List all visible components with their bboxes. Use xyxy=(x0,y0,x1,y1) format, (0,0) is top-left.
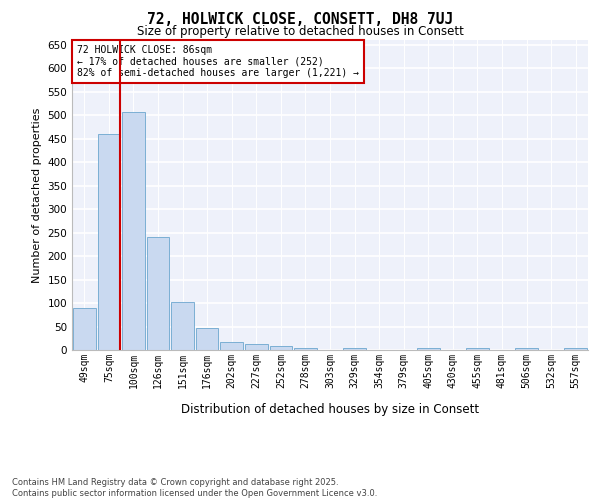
Bar xyxy=(73,308,95,350)
Bar xyxy=(417,348,440,350)
Bar xyxy=(98,134,120,350)
Bar xyxy=(196,328,218,350)
Bar xyxy=(220,342,243,350)
Text: Size of property relative to detached houses in Consett: Size of property relative to detached ho… xyxy=(137,25,463,38)
Bar xyxy=(269,346,292,350)
Text: Contains HM Land Registry data © Crown copyright and database right 2025.
Contai: Contains HM Land Registry data © Crown c… xyxy=(12,478,377,498)
Text: 72, HOLWICK CLOSE, CONSETT, DH8 7UJ: 72, HOLWICK CLOSE, CONSETT, DH8 7UJ xyxy=(147,12,453,28)
Bar xyxy=(245,344,268,350)
Y-axis label: Number of detached properties: Number of detached properties xyxy=(32,108,42,282)
Bar xyxy=(146,238,169,350)
Bar xyxy=(515,348,538,350)
Bar xyxy=(565,348,587,350)
Bar xyxy=(343,348,366,350)
Bar xyxy=(122,112,145,350)
Bar xyxy=(171,302,194,350)
Bar xyxy=(466,348,489,350)
Text: Distribution of detached houses by size in Consett: Distribution of detached houses by size … xyxy=(181,402,479,415)
Text: 72 HOLWICK CLOSE: 86sqm
← 17% of detached houses are smaller (252)
82% of semi-d: 72 HOLWICK CLOSE: 86sqm ← 17% of detache… xyxy=(77,44,359,78)
Bar xyxy=(294,348,317,350)
